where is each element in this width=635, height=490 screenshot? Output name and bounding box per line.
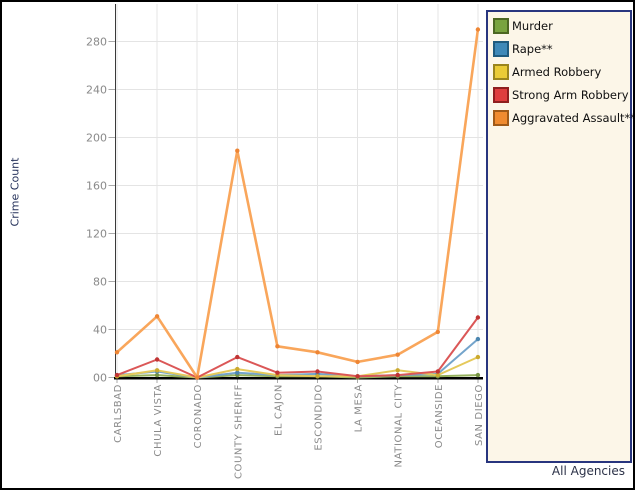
y-tick-label: 240	[86, 84, 107, 97]
series-marker-murder	[475, 372, 481, 378]
x-category-label: OCEANSIDE	[434, 384, 445, 448]
legend-swatch-icon	[493, 64, 509, 80]
x-category-label: LA MESA	[354, 384, 365, 432]
series-marker-strong-arm-robbery	[235, 354, 240, 360]
x-category-label: COUNTY SHERIFF	[233, 384, 244, 479]
legend-item-aggravated-assault: Aggravated Assault**	[493, 110, 633, 126]
legend-swatch-icon	[493, 110, 509, 126]
series-line-aggravated-assault	[115, 28, 480, 379]
legend-item-armed-robbery: Armed Robbery	[493, 64, 625, 80]
x-category-label: ESCONDIDO	[314, 384, 325, 451]
series-marker-aggravated-assault	[475, 27, 481, 32]
y-tick-label: 120	[86, 228, 107, 241]
x-category-label: EL CAJON	[273, 384, 284, 436]
legend-label: Murder	[512, 19, 553, 33]
series-marker-armed-robbery	[235, 366, 240, 372]
series-marker-aggravated-assault	[355, 359, 360, 365]
series-marker-armed-robbery	[315, 374, 320, 379]
series-marker-aggravated-assault	[395, 352, 400, 357]
x-category-label: NATIONAL CITY	[394, 384, 405, 468]
series-marker-aggravated-assault	[275, 344, 280, 349]
series-marker-strong-arm-robbery	[355, 374, 360, 379]
legend-item-murder: Murder	[493, 18, 625, 34]
series-line-strong-arm-robbery	[116, 316, 479, 379]
series-marker-armed-robbery	[395, 368, 400, 373]
series-marker-rape	[235, 370, 240, 375]
legend-swatch-icon	[493, 18, 509, 34]
series-marker-aggravated-assault	[154, 314, 160, 319]
legend-label: Strong Arm Robbery	[512, 88, 629, 102]
series-marker-strong-arm-robbery	[315, 369, 320, 374]
series-marker-strong-arm-robbery	[114, 372, 120, 378]
series-marker-aggravated-assault	[114, 350, 120, 355]
series-marker-armed-robbery	[435, 372, 440, 378]
legend-item-strong-arm-robbery: Strong Arm Robbery	[493, 87, 629, 103]
series-marker-aggravated-assault	[195, 375, 200, 380]
series-marker-strong-arm-robbery	[154, 357, 160, 362]
series-marker-strong-arm-robbery	[475, 315, 481, 320]
agencies-caption: All Agencies	[551, 464, 625, 478]
legend-label: Aggravated Assault**	[512, 111, 635, 125]
series-marker-aggravated-assault	[235, 148, 240, 153]
series-marker-armed-robbery	[154, 368, 160, 373]
legend: Murder Rape** Armed Robbery Strong Arm Robb…	[486, 10, 633, 463]
y-tick-label: 200	[86, 132, 107, 145]
series-marker-strong-arm-robbery	[275, 370, 280, 375]
x-category-label: CHULA VISTA	[153, 384, 164, 457]
series-marker-armed-robbery	[475, 354, 481, 360]
legend-swatch-icon	[493, 87, 509, 103]
y-tick-label: 160	[86, 180, 107, 193]
series-marker-rape	[475, 336, 481, 342]
legend-label: Armed Robbery	[512, 65, 602, 79]
series-marker-aggravated-assault	[315, 350, 320, 355]
y-tick-label: 80	[93, 276, 107, 289]
x-category-label: CORONADO	[193, 384, 204, 448]
y-tick-label: 280	[86, 36, 107, 49]
legend-swatch-icon	[493, 41, 509, 57]
series-marker-strong-arm-robbery	[395, 372, 400, 378]
x-category-label: SAN DIEGO	[474, 384, 485, 446]
x-category-label: CARLSBAD	[113, 384, 124, 443]
y-tick-label: 00	[93, 372, 107, 385]
series-marker-murder	[154, 372, 160, 378]
y-tick-label: 40	[93, 324, 107, 337]
series-marker-strong-arm-robbery	[435, 369, 440, 374]
legend-item-rape: Rape**	[493, 41, 625, 57]
legend-label: Rape**	[512, 42, 553, 56]
series-marker-aggravated-assault	[435, 329, 440, 335]
